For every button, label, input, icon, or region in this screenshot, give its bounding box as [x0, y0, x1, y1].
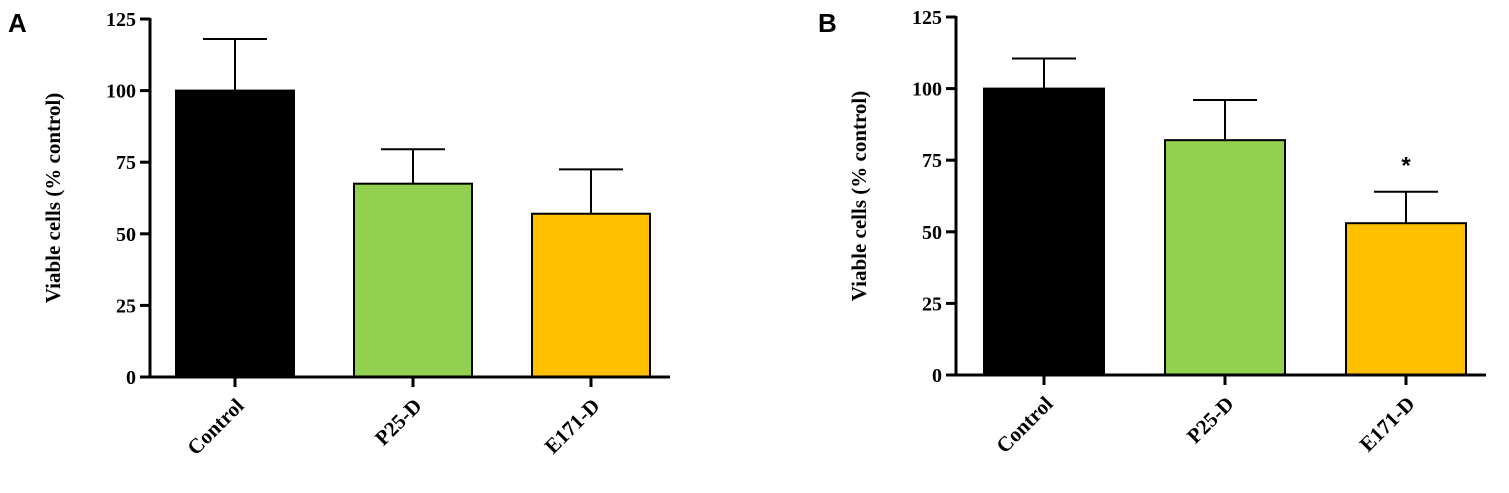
- y-axis-label: Viable cells (% control): [41, 93, 65, 304]
- y-tick-label: 75: [116, 152, 136, 174]
- x-tick-label: E171-D: [540, 394, 605, 459]
- bar: [175, 89, 295, 378]
- panel-letter: B: [818, 8, 837, 38]
- y-tick-label: 0: [126, 367, 136, 389]
- bar: [531, 212, 651, 378]
- y-tick-label: 25: [922, 293, 942, 315]
- x-tick-label: E171-D: [1355, 392, 1420, 457]
- panel-letter: A: [8, 8, 27, 38]
- panel-a: A 0 25 50 75 100 125 Control P25-D E171-D Viable …: [8, 8, 670, 460]
- significance-marker: *: [1401, 153, 1411, 180]
- y-tick-label: 50: [116, 224, 136, 246]
- y-tick-label: 0: [932, 365, 942, 387]
- x-tick-label: P25-D: [370, 394, 427, 451]
- bar: [983, 87, 1105, 376]
- y-tick-label: 50: [922, 222, 942, 244]
- bar: [1164, 139, 1286, 376]
- panel-b: B * 0 25 50 75 100 125 Control P25-D E171-D Viable…: [818, 7, 1486, 458]
- y-tick-label: 125: [912, 7, 942, 29]
- y-tick-label: 125: [106, 9, 136, 31]
- y-tick-label: 25: [116, 295, 136, 317]
- x-tick-label: P25-D: [1182, 392, 1239, 449]
- y-tick-label: 100: [106, 81, 136, 103]
- bar: [353, 182, 473, 378]
- bar: [1345, 222, 1467, 376]
- y-axis-label: Viable cells (% control): [847, 91, 871, 302]
- x-tick-label: Control: [991, 391, 1057, 457]
- y-tick-label: 100: [912, 79, 942, 101]
- x-tick-label: Control: [182, 393, 248, 459]
- y-tick-label: 75: [922, 150, 942, 172]
